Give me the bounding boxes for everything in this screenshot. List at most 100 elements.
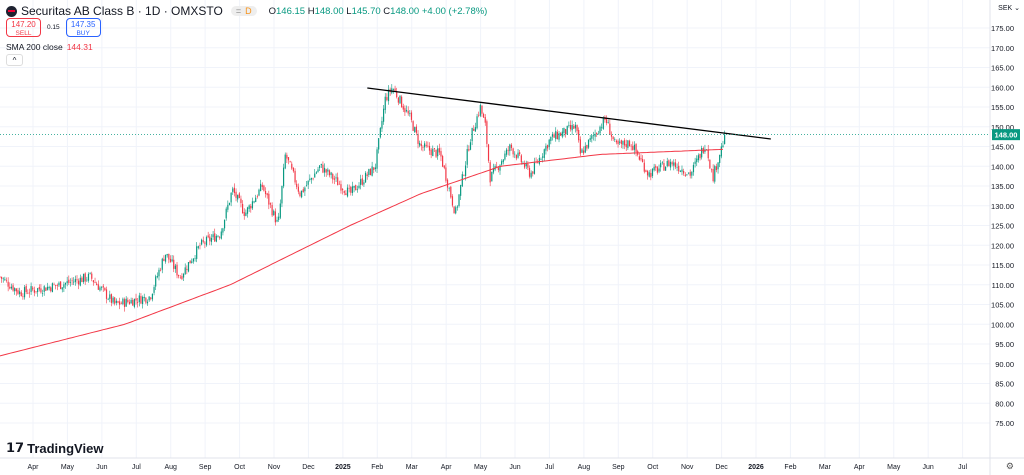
candle-body [271, 205, 273, 216]
candle-body [153, 287, 155, 293]
candle-body [401, 96, 403, 108]
candle-body [120, 303, 122, 305]
candle-body [668, 160, 670, 167]
candle-body [219, 237, 221, 238]
y-tick-label: 130.00 [991, 202, 1014, 211]
candle-body [64, 282, 67, 285]
candle-body [122, 298, 124, 305]
sma-legend[interactable]: SMA 200 close 144.31 [6, 42, 93, 52]
x-tick-label: Oct [234, 464, 245, 471]
candle-body [378, 138, 380, 150]
candle-body [319, 165, 321, 169]
candle-body [304, 187, 306, 192]
candle-body [440, 151, 442, 157]
candle-body [479, 104, 481, 116]
candle-body [669, 161, 672, 168]
market-status-badge[interactable]: = D [230, 6, 257, 16]
candle-body [237, 194, 239, 200]
candle-body [583, 150, 585, 154]
candle-body [164, 254, 167, 262]
candle-body [356, 189, 358, 190]
candle-body [46, 286, 49, 290]
candle-body [453, 206, 455, 214]
candle-body [492, 168, 495, 173]
candle-body [632, 145, 634, 151]
candle-body [20, 292, 22, 297]
candle-body [25, 285, 27, 293]
candle-body [181, 276, 183, 279]
settings-icon[interactable]: ⚙ [1005, 461, 1014, 471]
last-price-label: 148.00 [995, 131, 1018, 140]
candle-body [202, 240, 204, 242]
candle-body [192, 258, 195, 262]
candle-body [430, 149, 432, 156]
candle-body [643, 162, 645, 172]
candle-body [538, 157, 540, 164]
candle-body [305, 185, 308, 187]
collapse-legend-button[interactable]: ^ [6, 54, 23, 66]
y-tick-label: 120.00 [991, 241, 1014, 250]
candle-body [327, 169, 329, 172]
candle-body [179, 277, 181, 279]
candle-body [10, 286, 13, 289]
x-tick-label: Sep [199, 464, 212, 471]
candle-body [360, 179, 362, 185]
candle-body [564, 129, 567, 135]
candle-body [717, 162, 719, 170]
candle-body [232, 188, 234, 192]
candle-body [584, 145, 586, 153]
candle-body [435, 149, 437, 157]
candle-body [114, 297, 116, 304]
candle-body [7, 281, 9, 287]
candle-body [710, 169, 713, 171]
candle-body [363, 182, 365, 185]
candle-body [684, 174, 686, 176]
candle-body [96, 283, 98, 286]
x-tick-label: Dec [302, 464, 315, 471]
candle-body [176, 264, 178, 276]
candle-body [23, 287, 26, 298]
tradingview-logo[interactable]: 𝟭𝟳 TradingView [6, 440, 104, 456]
candle-body [566, 125, 568, 135]
candle-body [43, 286, 45, 292]
candle-body [658, 168, 660, 172]
candle-body [712, 169, 714, 182]
candle-body [487, 144, 490, 161]
candle-body [223, 219, 226, 229]
sell-button[interactable]: 147.20 SELL [6, 18, 41, 37]
candle-body [337, 177, 339, 186]
candle-body [422, 147, 424, 148]
candle-body [576, 125, 578, 132]
candle-body [617, 140, 619, 145]
candle-body [14, 288, 16, 292]
x-tick-label: Oct [647, 464, 658, 471]
candle-body [627, 140, 629, 148]
candle-body [264, 191, 267, 194]
candle-body [268, 193, 270, 205]
x-tick-label: Jul [958, 464, 967, 471]
candle-body [104, 287, 106, 291]
candle-body [178, 275, 180, 277]
candle-body [530, 172, 532, 178]
currency-selector[interactable]: SEK ⌄ [998, 5, 1020, 12]
candle-body [376, 149, 378, 169]
candle-body [392, 89, 395, 90]
candle-body [486, 121, 488, 144]
x-tick-label: Nov [681, 464, 694, 471]
candle-body [387, 89, 390, 102]
candle-body [160, 269, 162, 271]
x-tick-label: Sep [612, 464, 625, 471]
candle-body [205, 236, 208, 246]
symbol-title[interactable]: Securitas AB Class B · 1D · OMXSTO [21, 4, 223, 18]
candle-body [676, 167, 678, 168]
candle-body [499, 165, 501, 171]
y-tick-label: 105.00 [991, 301, 1014, 310]
buy-button[interactable]: 147.35 BUY [65, 18, 101, 37]
candle-body [102, 285, 104, 288]
x-tick-label: Jun [923, 464, 934, 471]
candle-body [287, 157, 290, 161]
equals-icon: = [235, 6, 242, 16]
candle-body [50, 287, 52, 292]
candle-body [469, 142, 472, 150]
